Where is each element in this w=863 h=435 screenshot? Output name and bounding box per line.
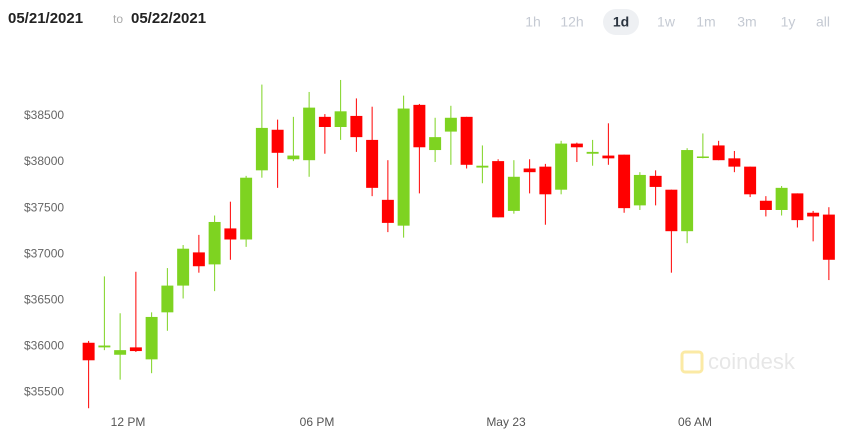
candle-body xyxy=(728,158,741,167)
candle-body xyxy=(334,111,347,127)
candle-body xyxy=(366,139,379,188)
candle-body xyxy=(381,199,394,223)
candle-body xyxy=(145,316,158,360)
watermark: coindesk xyxy=(680,349,796,374)
candle-body xyxy=(712,145,725,161)
date-to: 05/22/2021 xyxy=(131,10,206,27)
x-tick-label: 06 AM xyxy=(678,415,712,429)
candle-body xyxy=(775,187,788,210)
candle-body xyxy=(759,200,772,210)
candle-body xyxy=(618,154,631,209)
candle-body xyxy=(161,285,174,313)
candle-body xyxy=(129,347,142,352)
candle-body xyxy=(523,168,536,173)
candle-body xyxy=(696,156,709,158)
x-tick-label: May 23 xyxy=(486,415,526,429)
candle-body xyxy=(413,104,426,148)
date-to-word: to xyxy=(113,12,123,26)
range-button[interactable]: 1w xyxy=(657,14,676,30)
candle-body xyxy=(444,117,457,132)
candle-body xyxy=(492,161,505,218)
x-tick-label: 06 PM xyxy=(300,415,335,429)
watermark-text: coindesk xyxy=(708,349,796,374)
candle-body xyxy=(822,214,835,260)
y-tick-label: $38000 xyxy=(24,154,64,168)
candle-body xyxy=(82,342,95,361)
watermark-icon xyxy=(680,350,704,374)
candle-body xyxy=(665,189,678,232)
candle-body xyxy=(255,127,268,171)
range-button[interactable]: 1y xyxy=(781,14,796,30)
candle-body xyxy=(224,228,237,240)
y-tick-label: $35500 xyxy=(24,385,64,399)
candle-body xyxy=(744,166,757,195)
candle-body xyxy=(633,174,646,206)
candle-body xyxy=(586,151,599,154)
y-tick-label: $36500 xyxy=(24,293,64,307)
candle-body xyxy=(649,175,662,187)
y-tick-label: $36000 xyxy=(24,339,64,353)
y-tick-label: $37500 xyxy=(24,200,64,214)
y-tick-label: $37000 xyxy=(24,246,64,260)
candle-body xyxy=(192,252,205,267)
range-button[interactable]: 1d xyxy=(613,14,629,30)
candle-body xyxy=(539,166,552,195)
candle-body xyxy=(791,193,804,221)
candle-body xyxy=(318,116,331,127)
range-button[interactable]: 1h xyxy=(525,14,541,30)
candle-body xyxy=(98,345,111,348)
candle-body xyxy=(397,108,410,226)
x-tick-label: 12 PM xyxy=(111,415,146,429)
candle-body xyxy=(114,350,127,355)
candle-body xyxy=(555,143,568,190)
range-button[interactable]: 3m xyxy=(737,14,756,30)
range-button-highlight xyxy=(603,9,639,35)
range-button[interactable]: 12h xyxy=(560,14,583,30)
candle-body xyxy=(460,116,473,165)
candle-body xyxy=(476,165,489,168)
candle-body xyxy=(429,137,442,151)
candle-body xyxy=(271,129,284,153)
candle-body xyxy=(177,248,190,286)
date-from: 05/21/2021 xyxy=(8,10,83,27)
candle-body xyxy=(208,221,221,265)
y-tick-label: $38500 xyxy=(24,108,64,122)
candle-body xyxy=(303,107,316,161)
candle-body xyxy=(240,177,253,240)
candle-body xyxy=(287,155,300,160)
candle-body xyxy=(602,155,615,159)
range-button[interactable]: all xyxy=(816,14,830,30)
candle-body xyxy=(681,150,694,232)
candle-body xyxy=(350,115,363,138)
candle-body xyxy=(570,143,583,148)
range-button[interactable]: 1m xyxy=(696,14,715,30)
candle-body xyxy=(507,176,520,211)
candle-body xyxy=(807,212,820,217)
